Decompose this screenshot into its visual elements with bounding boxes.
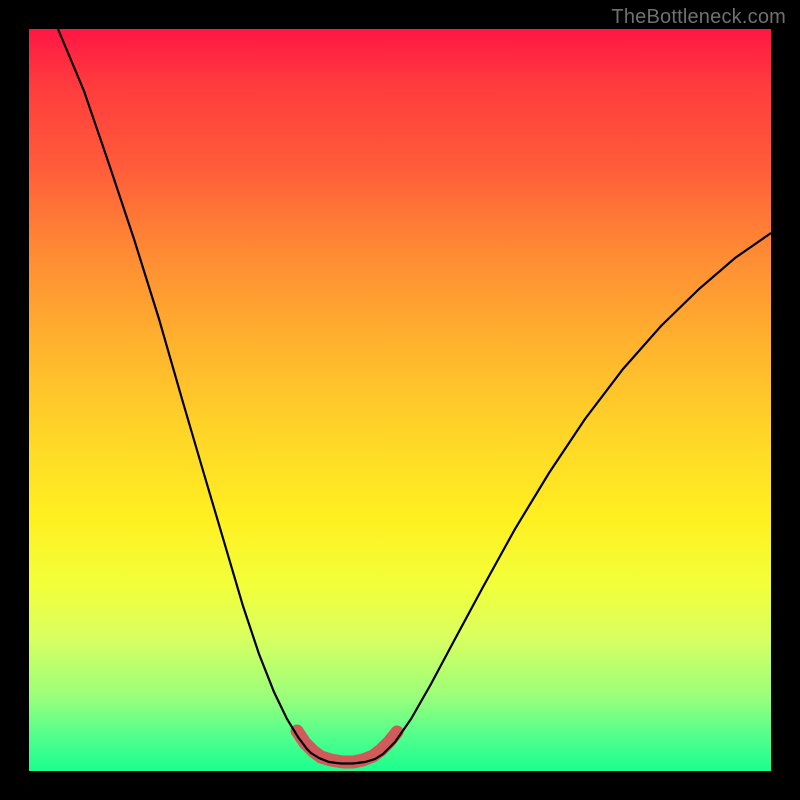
bottleneck-curve-svg [29,29,771,771]
main-curve [58,29,771,764]
chart-background [29,29,771,771]
watermark-text: TheBottleneck.com [611,6,786,29]
highlight-segment [297,731,397,762]
